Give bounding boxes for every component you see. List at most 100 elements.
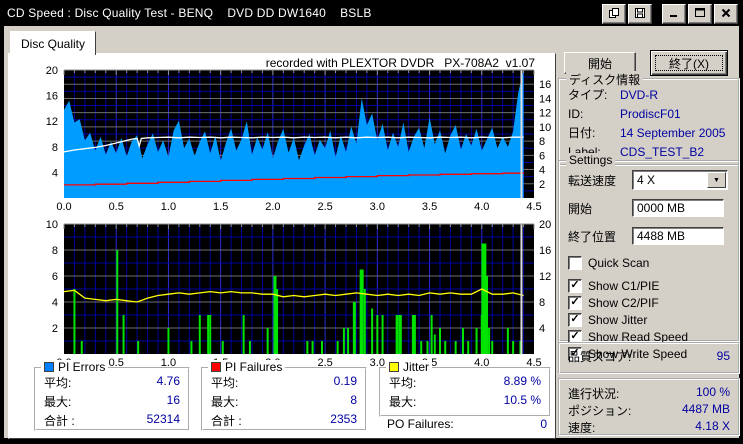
data-row: 最大: 8 <box>211 393 357 409</box>
checkbox[interactable] <box>568 256 582 270</box>
stats-rows-1: 平均: 0.19 最大: 8 合計 :2353 <box>203 374 365 428</box>
progress-rows: 進行状況: 100 % ポジション: 4487 MB 速度: 4.18 X <box>560 380 738 435</box>
speed-label: 転送速度 <box>568 173 617 188</box>
stats-rows-0: 平均: 4.76 最大: 16 合計 :52314 <box>36 374 188 428</box>
po-failures-row: PO Failures: 0 <box>387 417 547 431</box>
report-icon <box>608 7 620 22</box>
chevron-down-icon[interactable]: ▼ <box>707 172 726 188</box>
svg-text:0.0: 0.0 <box>56 201 71 213</box>
exit-button[interactable]: 終了(X) <box>650 50 728 76</box>
pi-errors-legend-swatch <box>44 362 54 372</box>
svg-text:0.5: 0.5 <box>109 201 124 213</box>
maximize-button[interactable] <box>688 4 712 24</box>
progress-group: 進行状況: 100 % ポジション: 4487 MB 速度: 4.18 X <box>558 378 740 436</box>
svg-text:20: 20 <box>539 219 551 231</box>
settings-group: Settings 転送速度 4 X ▼ 開始 0000 MB 終了位置 <box>558 153 740 361</box>
settings-title: Settings <box>566 153 616 167</box>
disc-info-group: ディスク情報 タイプ: DVD-R ID: ProdiscF01 日付: 14 Septe… <box>558 71 740 166</box>
checkbox-row-show-jitter: ✓ Show Jitter <box>568 313 738 327</box>
tab-disc-quality[interactable]: Disc Quality <box>10 31 96 55</box>
data-row: 合計 :2353 <box>211 412 357 428</box>
save-icon <box>634 7 646 22</box>
pi-failures-legend-swatch <box>211 362 221 372</box>
checkbox[interactable]: ✓ <box>568 347 582 361</box>
svg-text:3.5: 3.5 <box>422 201 437 213</box>
svg-text:6: 6 <box>52 271 58 283</box>
checkbox[interactable]: ✓ <box>568 296 582 310</box>
svg-text:2.5: 2.5 <box>317 201 332 213</box>
svg-text:2.0: 2.0 <box>265 201 280 213</box>
svg-text:16: 16 <box>539 245 551 257</box>
po-failures-label: PO Failures: <box>387 417 454 431</box>
minimize-button[interactable] <box>662 4 686 24</box>
svg-text:8: 8 <box>539 297 545 309</box>
quality-score-value: 95 <box>716 349 730 363</box>
svg-text:4.0: 4.0 <box>474 201 489 213</box>
close-icon <box>721 7 731 21</box>
svg-text:10: 10 <box>539 122 551 134</box>
start-button[interactable]: 開始 <box>564 52 636 74</box>
svg-text:4.5: 4.5 <box>526 201 541 213</box>
stats-rows-2: 平均: 8.89 % 最大: 10.5 % <box>381 374 549 409</box>
disc-info-title: ディスク情報 <box>566 71 644 88</box>
svg-text:1.0: 1.0 <box>161 357 176 369</box>
quality-score-label: 品質スコア: <box>568 349 632 364</box>
svg-text:2: 2 <box>52 323 58 335</box>
end-position-field[interactable]: 4488 MB <box>632 227 724 245</box>
speed-value: 4 X <box>637 173 656 187</box>
checkbox-row-show-read-speed: ✓ Show Read Speed <box>568 330 738 344</box>
window-title: CD Speed : Disc Quality Test - BENQ DVD … <box>7 6 372 20</box>
svg-text:6: 6 <box>539 150 545 162</box>
client-area: Disc Quality recorded with PLEXTOR DVDR … <box>4 26 740 439</box>
data-row: ID: ProdiscF01 <box>568 106 681 121</box>
data-row: 日付: 14 September 2005 <box>568 125 726 141</box>
svg-text:3.0: 3.0 <box>370 201 385 213</box>
svg-text:4: 4 <box>52 167 58 179</box>
checkbox[interactable]: ✓ <box>568 313 582 327</box>
svg-text:1.5: 1.5 <box>213 201 228 213</box>
settings-checkboxes: Quick Scan ✓ Show C1/PIE ✓ Show C2/PIF ✓ Show … <box>560 256 738 361</box>
data-row: 平均: 8.89 % <box>389 374 541 390</box>
pi-failures-bottom-chart: 108642201612840.00.51.01.52.02.53.03.54.… <box>46 219 552 369</box>
control-panel: 開始 終了(X) ディスク情報 タイプ: DVD-R ID: ProdiscF01 日付… <box>556 26 740 438</box>
svg-text:8: 8 <box>52 142 58 154</box>
report-button[interactable] <box>602 4 626 24</box>
checkbox[interactable]: ✓ <box>568 279 582 293</box>
svg-text:10: 10 <box>46 219 58 231</box>
statbox-title: PI Errors <box>58 360 106 374</box>
svg-text:12: 12 <box>539 271 551 283</box>
pi-failures-statbox: PI Failures 平均: 0.19 最大: 8 合計 :2353 <box>201 360 367 431</box>
jitter-legend-swatch <box>389 362 399 372</box>
svg-text:4: 4 <box>52 297 58 309</box>
data-row: 合計 :52314 <box>44 412 180 428</box>
disc-quality-page: recorded with PLEXTOR DVDR PX-708A2 v1.0… <box>8 53 556 439</box>
svg-text:20: 20 <box>46 65 58 77</box>
checkbox-row-show-c1-pie: ✓ Show C1/PIE <box>568 279 738 293</box>
titlebar: CD Speed : Disc Quality Test - BENQ DVD … <box>0 0 743 26</box>
speed-combobox[interactable]: 4 X ▼ <box>632 170 728 190</box>
svg-text:8: 8 <box>52 245 58 257</box>
svg-text:4: 4 <box>539 323 545 335</box>
close-button[interactable] <box>714 4 738 24</box>
recorded-with-text: recorded with PLEXTOR DVDR PX-708A2 v1.0… <box>265 56 535 70</box>
svg-text:4.0: 4.0 <box>474 357 489 369</box>
save-button[interactable] <box>628 4 652 24</box>
svg-text:2: 2 <box>539 179 545 191</box>
svg-text:12: 12 <box>46 116 58 128</box>
svg-text:1.0: 1.0 <box>161 201 176 213</box>
start-position-field[interactable]: 0000 MB <box>632 199 724 217</box>
checkbox-row-quick-scan: Quick Scan <box>568 256 738 270</box>
data-row: 最大: 16 <box>44 393 180 409</box>
pi-errors-top-chart: 20 16 12 8 4 16 14 12 10 8 6 4 2 0.0 0.5 1.0 1.5 2.0 2.5 3.… <box>46 65 552 213</box>
svg-text:4.5: 4.5 <box>526 357 541 369</box>
data-row: 平均: 4.76 <box>44 374 180 390</box>
data-row: 平均: 0.19 <box>211 374 357 390</box>
statbox-title: Jitter <box>403 360 430 374</box>
quality-score-group: 品質スコア: 95 <box>558 342 740 374</box>
data-row: タイプ: DVD-R <box>568 87 658 103</box>
checkbox-row-show-c2-pif: ✓ Show C2/PIF <box>568 296 738 310</box>
pi-errors-statbox: PI Errors 平均: 4.76 最大: 16 合計 :52314 <box>34 360 190 431</box>
checkbox-row-show-write-speed: ✓ Show Write Speed <box>568 347 738 361</box>
titlebar-buttons <box>600 4 738 24</box>
